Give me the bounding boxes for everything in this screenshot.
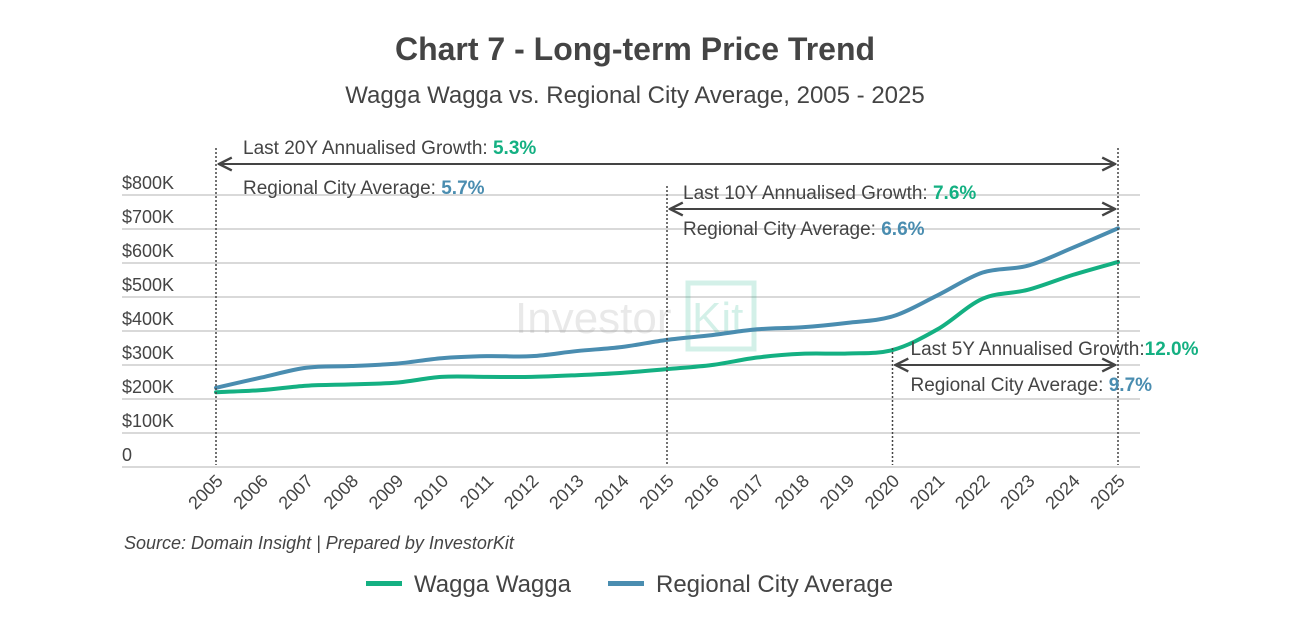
- x-tick-label: 2017: [726, 471, 768, 513]
- x-tick-label: 2012: [500, 471, 542, 513]
- x-tick-label: 2011: [456, 471, 498, 513]
- x-tick-label: 2016: [680, 471, 722, 513]
- average-value: 6.6%: [881, 219, 924, 240]
- watermark-box: [685, 280, 757, 352]
- y-tick-label: $500K: [122, 275, 174, 295]
- y-tick-label: $300K: [122, 343, 174, 363]
- x-tick-label: 2025: [1086, 471, 1128, 513]
- x-tick-label: 2006: [229, 471, 271, 513]
- chart-subtitle: Wagga Wagga vs. Regional City Average, 2…: [345, 82, 924, 109]
- annotation-growth-label: Last 5Y Annualised Growth:12.0%: [911, 339, 1199, 360]
- x-tick-label: 2014: [590, 471, 632, 513]
- average-value: 9.7%: [1109, 375, 1152, 396]
- average-label-text: Regional City Average:: [243, 178, 441, 199]
- watermark-text: Investor: [515, 294, 672, 343]
- growth-value: 12.0%: [1145, 339, 1199, 360]
- source-note: Source: Domain Insight | Prepared by Inv…: [124, 533, 515, 553]
- series-line-wagga-wagga: [214, 259, 1120, 395]
- x-tick-label: 2010: [410, 471, 452, 513]
- x-tick-label: 2018: [771, 471, 813, 513]
- growth-label-text: Last 20Y Annualised Growth:: [243, 138, 493, 159]
- average-label-text: Regional City Average:: [683, 219, 881, 240]
- legend: Wagga Wagga Regional City Average: [366, 571, 893, 598]
- y-tick-label: $700K: [122, 207, 174, 227]
- growth-label-text: Last 10Y Annualised Growth:: [683, 183, 933, 204]
- x-tick-label: 2022: [951, 471, 993, 513]
- annotation-growth-label: Last 20Y Annualised Growth: 5.3%: [243, 138, 536, 159]
- average-label-text: Regional City Average:: [911, 375, 1109, 396]
- x-tick-label: 2009: [365, 471, 407, 513]
- y-tick-label: $400K: [122, 309, 174, 329]
- annotation-average-label: Regional City Average: 9.7%: [911, 375, 1153, 396]
- y-tick-label: 0: [122, 445, 132, 465]
- chart-title: Chart 7 - Long-term Price Trend: [395, 31, 875, 67]
- x-tick-label: 2008: [320, 471, 362, 513]
- x-tick-label: 2019: [816, 471, 858, 513]
- growth-label-text: Last 5Y Annualised Growth:: [911, 339, 1145, 360]
- x-tick-label: 2005: [184, 471, 226, 513]
- y-tick-label: $200K: [122, 377, 174, 397]
- growth-value: 7.6%: [933, 183, 976, 204]
- x-tick-label: 2021: [906, 471, 948, 513]
- average-value: 5.7%: [441, 178, 484, 199]
- annotation-growth-label: Last 10Y Annualised Growth: 7.6%: [683, 183, 976, 204]
- y-tick-label: $800K: [122, 173, 174, 193]
- x-tick-label: 2015: [635, 471, 677, 513]
- legend-swatch: [366, 581, 402, 586]
- y-tick-label: $600K: [122, 241, 174, 261]
- x-tick-label: 2013: [545, 471, 587, 513]
- growth-value: 5.3%: [493, 138, 536, 159]
- x-tick-label: 2020: [861, 471, 903, 513]
- annotation-average-label: Regional City Average: 5.7%: [243, 178, 485, 199]
- annotation-average-label: Regional City Average: 6.6%: [683, 219, 925, 240]
- legend-swatch: [608, 581, 644, 586]
- legend-label: Regional City Average: [656, 571, 893, 598]
- x-tick-label: 2023: [996, 471, 1038, 513]
- investorkit-watermark: Investor Kit: [515, 280, 757, 352]
- y-tick-label: $100K: [122, 411, 174, 431]
- x-tick-label: 2007: [275, 471, 317, 513]
- x-tick-label: 2024: [1041, 471, 1083, 513]
- legend-label: Wagga Wagga: [414, 571, 572, 598]
